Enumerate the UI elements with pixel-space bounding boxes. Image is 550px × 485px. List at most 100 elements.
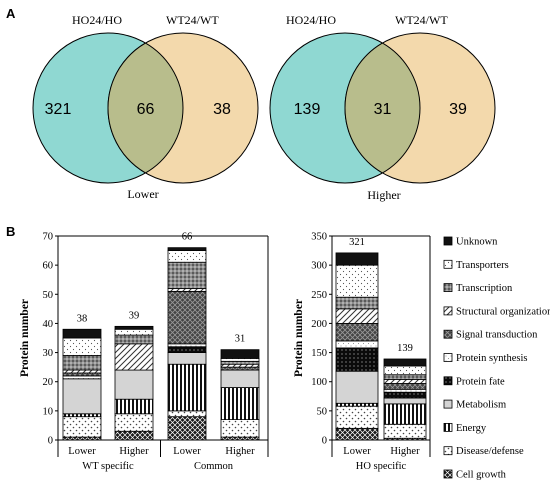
legend-swatch-transcription <box>443 283 453 293</box>
chart-left-bar-2-unknown <box>167 247 207 251</box>
chart-right-total-label-1: 139 <box>397 343 413 354</box>
chart-right-bar-1-structural-organization <box>383 378 427 384</box>
chart-left-bar-1-structural-organization <box>114 343 154 371</box>
chart-left-bar-0-transcription <box>62 355 102 371</box>
venn-lower-right-label: WT24/WT <box>166 13 219 27</box>
chart-right-bar-1-transcription <box>383 374 427 380</box>
chart-left-y-tick-label: 0 <box>48 436 53 447</box>
chart-left-bar-0-structural-organization <box>62 369 102 374</box>
chart-right-bar-1-unknown <box>383 358 427 367</box>
chart-left-bar-3-unknown <box>220 349 260 359</box>
chart-right-bar-0-signal-transduction <box>335 323 379 342</box>
chart-left-y-tick-label: 60 <box>43 261 54 272</box>
chart-left-group-label-0: WT specific <box>82 461 134 472</box>
chart-left-bar-3-structural-organization <box>220 363 260 368</box>
legend-swatch-structural-organization <box>443 306 453 316</box>
venn-lower-overlap-count: 66 <box>137 101 155 118</box>
legend-label-transcription: Transcription <box>456 283 513 294</box>
chart-right-bar-0-cell-growth <box>335 427 379 441</box>
chart-left-bar-2-energy <box>167 363 207 412</box>
chart-right-bar-0-transporters <box>335 264 379 298</box>
chart-left-bar-2-protein-synthesis <box>167 343 207 348</box>
chart-left-bar-0-transporters <box>62 337 102 356</box>
chart-right-bar-1-transporters <box>383 365 427 376</box>
venn-lower-caption: Lower <box>127 187 158 201</box>
chart-left-total-label-1: 39 <box>129 310 140 321</box>
legend-swatch-cell-growth <box>443 469 453 479</box>
venn-higher-right-count: 39 <box>449 101 467 118</box>
chart-left-bar-2-metabolism <box>167 352 207 365</box>
legend-label-protein-fate: Protein fate <box>456 376 505 387</box>
chart-right-total-label-0: 321 <box>349 237 365 248</box>
chart-left-y-tick-label: 30 <box>43 348 54 359</box>
venn-lower-overlap <box>107 42 184 174</box>
chart-left-bar-2-protein-fate <box>167 346 207 353</box>
legend-swatch-metabolism <box>443 399 453 409</box>
chart-left-y-axis-title: Protein number <box>19 299 31 377</box>
chart-right-group-label-0: HO specific <box>356 461 407 472</box>
chart-left-total-label-2: 66 <box>182 232 193 243</box>
chart-right-bar-0-protein-synthesis <box>335 340 379 349</box>
chart-left-y-tick-label: 70 <box>43 232 54 243</box>
chart-right-bar-0-unknown <box>335 252 379 266</box>
chart-left-total-label-3: 31 <box>235 334 246 345</box>
venn-higher-caption: Higher <box>367 188 400 202</box>
chart-right-category-label-1: Higher <box>390 446 420 457</box>
chart-left-y-tick-label: 10 <box>43 406 54 417</box>
chart-left-category-label-0: Lower <box>68 446 96 457</box>
legend-swatch-transporters <box>443 259 453 269</box>
chart-right-y-tick-label: 100 <box>311 377 327 388</box>
legend-label-signal-transduction: Signal transduction <box>456 330 538 341</box>
panel-label-a: A <box>6 6 16 21</box>
chart-right-bar-1-protein-fate <box>383 391 427 399</box>
legend-swatch-signal-transduction <box>443 329 453 339</box>
chart-left-bar-0-protein-synthesis <box>62 375 102 380</box>
chart-left-category-label-2: Lower <box>173 446 201 457</box>
chart-left-bar-1-transporters <box>114 328 154 336</box>
chart-left-category-label-3: Higher <box>225 446 255 457</box>
chart-right-bar-1-signal-transduction <box>383 383 427 390</box>
chart-left-bar-1-transcription <box>114 334 154 345</box>
venn-higher-right-label: WT24/WT <box>395 13 448 27</box>
chart-left-category-label-1: Higher <box>119 446 149 457</box>
chart-left-bar-2-transcription <box>167 261 207 289</box>
chart-right-y-tick-label: 150 <box>311 348 327 359</box>
chart-right-bar-1-protein-synthesis <box>383 388 427 393</box>
chart-left-bar-2-transporters <box>167 250 207 263</box>
legend-swatch-protein-fate <box>443 376 453 386</box>
chart-left-bar-3-disease-defense <box>220 419 260 438</box>
chart-right-bar-1-energy <box>383 403 427 425</box>
venn-lower-left-count: 321 <box>45 101 72 118</box>
chart-left-bar-0-cell-growth <box>62 436 102 441</box>
chart-left-bar-0-unknown <box>62 328 102 339</box>
legend-label-protein-synthesis: Protein synthesis <box>456 353 527 364</box>
chart-left-total-label-0: 38 <box>77 313 88 324</box>
chart-left-bar-2-structural-organization <box>167 288 207 292</box>
chart-left-bar-2-disease-defense <box>167 410 207 418</box>
chart-left-group-label-1: Common <box>194 461 234 472</box>
legend-label-transporters: Transporters <box>456 260 509 271</box>
venn-lower-right-count: 38 <box>213 101 231 118</box>
legend: Unknown Transporters Transcription Structur… <box>443 236 550 481</box>
legend-label-disease-defense: Disease/defense <box>456 446 524 457</box>
chart-left-bar-2-cell-growth <box>167 416 207 441</box>
legend-label-energy: Energy <box>456 423 487 434</box>
chart-right-bar-1-metabolism <box>383 397 427 405</box>
venn-lower-left-label: HO24/HO <box>72 13 122 27</box>
chart-left-bar-1-cell-growth <box>114 430 154 441</box>
venn-lower: HO24/HO WT24/WT 321 66 38 Lower <box>32 13 259 201</box>
chart-left-bar-2-signal-transduction <box>167 290 207 345</box>
chart-left-bar-1-unknown <box>114 325 154 330</box>
chart-left-bar-1-energy <box>114 398 154 415</box>
chart-right-y-tick-label: 300 <box>311 261 327 272</box>
chart-wt-common: 0 10 20 30 40 50 60 70 Protein number 38 Lower 39 Hi… <box>19 232 269 472</box>
venn-higher-overlap <box>344 42 421 174</box>
chart-left-bar-3-metabolism <box>220 369 260 388</box>
legend-swatch-unknown <box>443 236 453 246</box>
chart-left-bar-3-transporters <box>220 357 260 362</box>
venn-higher-left-count: 139 <box>294 101 321 118</box>
legend-label-cell-growth: Cell growth <box>456 470 507 481</box>
chart-left-y-tick-label: 20 <box>43 377 54 388</box>
chart-left-y-tick-label: 50 <box>43 290 54 301</box>
